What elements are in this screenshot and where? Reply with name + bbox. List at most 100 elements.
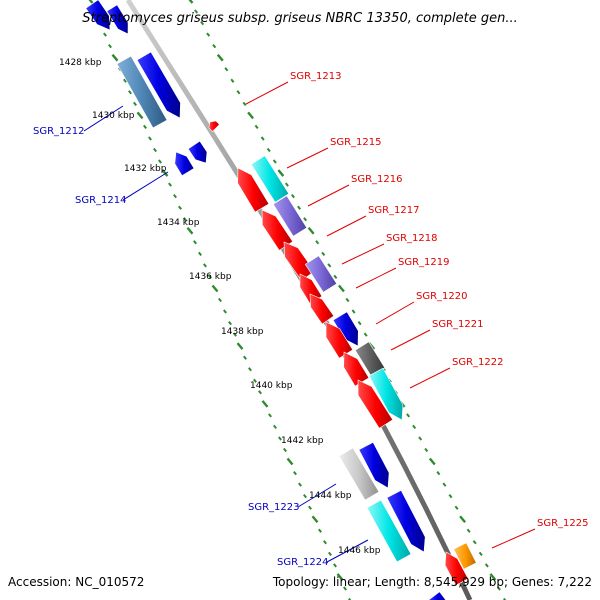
scale-tick bbox=[188, 0, 194, 4]
gene-arrow-sgr-1222-red[interactable] bbox=[343, 351, 370, 387]
gene-arrow-top-1[interactable] bbox=[85, 0, 111, 31]
gene-arrow-sgr-1212[interactable] bbox=[116, 55, 168, 129]
gene-arrow-sgr-1216[interactable] bbox=[272, 195, 308, 237]
gene-label-sgr-1218[interactable]: SGR_1218 bbox=[386, 233, 438, 244]
scale-label: 1438 kbp bbox=[221, 327, 264, 337]
gene-label-sgr-1212[interactable]: SGR_1212 bbox=[33, 126, 85, 137]
scale-tick bbox=[108, 44, 112, 49]
gene-arrow-sgr-1213[interactable] bbox=[208, 120, 220, 132]
gene-arrow-sgr-1212b[interactable] bbox=[136, 51, 181, 119]
scale-tick bbox=[286, 457, 294, 466]
scale-tick bbox=[459, 515, 467, 523]
scale-tick bbox=[173, 194, 177, 199]
scale-tick bbox=[128, 90, 132, 95]
gene-arrow-sgr-1215-red[interactable] bbox=[237, 167, 270, 213]
scale-tick bbox=[338, 284, 345, 293]
scale-tick bbox=[278, 436, 282, 441]
scale-tick bbox=[143, 124, 147, 130]
scale-tick bbox=[254, 124, 259, 130]
scale-tick bbox=[193, 240, 197, 245]
gene-arrow-sgr-1222-red2[interactable] bbox=[357, 379, 394, 429]
scale-tick bbox=[123, 78, 127, 83]
gene-label-sgr-1217[interactable]: SGR_1217 bbox=[368, 205, 420, 216]
scale-label: 1442 kbp bbox=[281, 436, 324, 446]
leader-sgr-1212 bbox=[83, 105, 124, 132]
gene-arrow-sgr-1224b[interactable] bbox=[386, 489, 426, 553]
label-leader-lines bbox=[83, 81, 536, 563]
leader-sgr-1220 bbox=[375, 301, 415, 325]
scale-tick bbox=[136, 111, 144, 120]
leader-sgr-1218 bbox=[341, 243, 385, 265]
gene-arrow-bottom[interactable] bbox=[428, 591, 447, 600]
gene-arrow-sgr-1221[interactable] bbox=[332, 311, 359, 347]
scale-tick bbox=[148, 136, 152, 141]
gene-arrow-sgr-1223[interactable] bbox=[338, 447, 380, 501]
scale-tick bbox=[158, 159, 162, 164]
scale-tick bbox=[218, 297, 222, 303]
scale-tick bbox=[343, 586, 347, 591]
gene-arrow-sgr-1225[interactable] bbox=[453, 542, 477, 570]
scale-tick bbox=[298, 482, 302, 487]
scale-label: 1444 kbp bbox=[309, 491, 352, 501]
leader-sgr-1215 bbox=[286, 147, 329, 169]
scale-tick bbox=[297, 205, 302, 210]
gene-label-sgr-1224[interactable]: SGR_1224 bbox=[277, 557, 329, 568]
gene-arrow-sgr-1220[interactable] bbox=[309, 293, 335, 325]
scale-tick bbox=[236, 342, 244, 350]
scale-tick bbox=[200, 20, 205, 26]
gene-arrow-sgr-1222-cyan[interactable] bbox=[368, 367, 404, 421]
gene-label-sgr-1220[interactable]: SGR_1220 bbox=[416, 291, 468, 302]
scale-tick bbox=[198, 251, 202, 256]
gene-label-sgr-1214[interactable]: SGR_1214 bbox=[75, 195, 127, 206]
scale-tick bbox=[161, 169, 169, 177]
scale-tick bbox=[273, 424, 277, 430]
leader-sgr-1224 bbox=[326, 539, 369, 563]
scale-labels: 1428 kbp 1430 kbp 1432 kbp 1434 kbp 1436… bbox=[59, 58, 381, 556]
scale-tick bbox=[208, 274, 212, 280]
leader-sgr-1225 bbox=[491, 528, 536, 549]
leader-sgr-1221 bbox=[390, 329, 431, 351]
gene-arrow-sgr-1219[interactable] bbox=[304, 255, 338, 293]
scale-label: 1432 kbp bbox=[124, 164, 167, 174]
scale-tick bbox=[247, 111, 254, 120]
gene-label-sgr-1219[interactable]: SGR_1219 bbox=[398, 257, 450, 268]
scale-tick bbox=[321, 251, 326, 256]
gene-arrow-sgr-1225-red[interactable] bbox=[444, 551, 469, 586]
gene-arrow-sgr-1214[interactable] bbox=[174, 151, 195, 177]
scale-tick bbox=[277, 169, 285, 177]
gene-arrow-sgr-1214b[interactable] bbox=[187, 140, 208, 164]
scale-tick bbox=[323, 540, 327, 545]
scale-tick bbox=[336, 573, 344, 581]
gene-label-sgr-1221[interactable]: SGR_1221 bbox=[432, 319, 484, 330]
scale-tick bbox=[211, 284, 219, 293]
scale-tick bbox=[345, 297, 350, 303]
scale-tick bbox=[363, 332, 368, 337]
gene-arrow-sgr-1224[interactable] bbox=[366, 499, 412, 563]
scale-tick bbox=[418, 436, 423, 441]
scale-tick bbox=[436, 470, 441, 476]
scale-tick bbox=[308, 505, 312, 510]
gene-label-sgr-1216[interactable]: SGR_1216 bbox=[351, 174, 403, 185]
gene-arrow-sgr-1221-red[interactable] bbox=[325, 321, 354, 359]
gene-label-sgr-1213[interactable]: SGR_1213 bbox=[290, 71, 342, 82]
leader-sgr-1219 bbox=[355, 267, 397, 289]
scale-tick bbox=[327, 263, 332, 268]
gene-label-sgr-1222[interactable]: SGR_1222 bbox=[452, 357, 504, 368]
scale-tick bbox=[253, 378, 257, 383]
accession-text: Accession: NC_010572 bbox=[8, 575, 144, 589]
scale-tick bbox=[183, 217, 187, 222]
gene-arrow-sgr-1215[interactable] bbox=[250, 155, 290, 203]
gene-features bbox=[85, 0, 477, 600]
gene-label-sgr-1225[interactable]: SGR_1225 bbox=[537, 518, 589, 529]
gene-arrow-sgr-1217[interactable] bbox=[261, 209, 294, 251]
scale-tick bbox=[243, 355, 247, 360]
scale-label: 1428 kbp bbox=[59, 58, 102, 68]
gene-label-sgr-1223[interactable]: SGR_1223 bbox=[248, 502, 300, 513]
gene-arrow-top-2[interactable] bbox=[106, 4, 129, 35]
gene-arrow-sgr-1223b[interactable] bbox=[358, 441, 390, 489]
scale-tick bbox=[454, 505, 459, 510]
scale-tick bbox=[424, 447, 429, 453]
gene-label-sgr-1215[interactable]: SGR_1215 bbox=[330, 137, 382, 148]
scale-tick bbox=[293, 470, 297, 476]
scale-tick bbox=[178, 205, 182, 210]
